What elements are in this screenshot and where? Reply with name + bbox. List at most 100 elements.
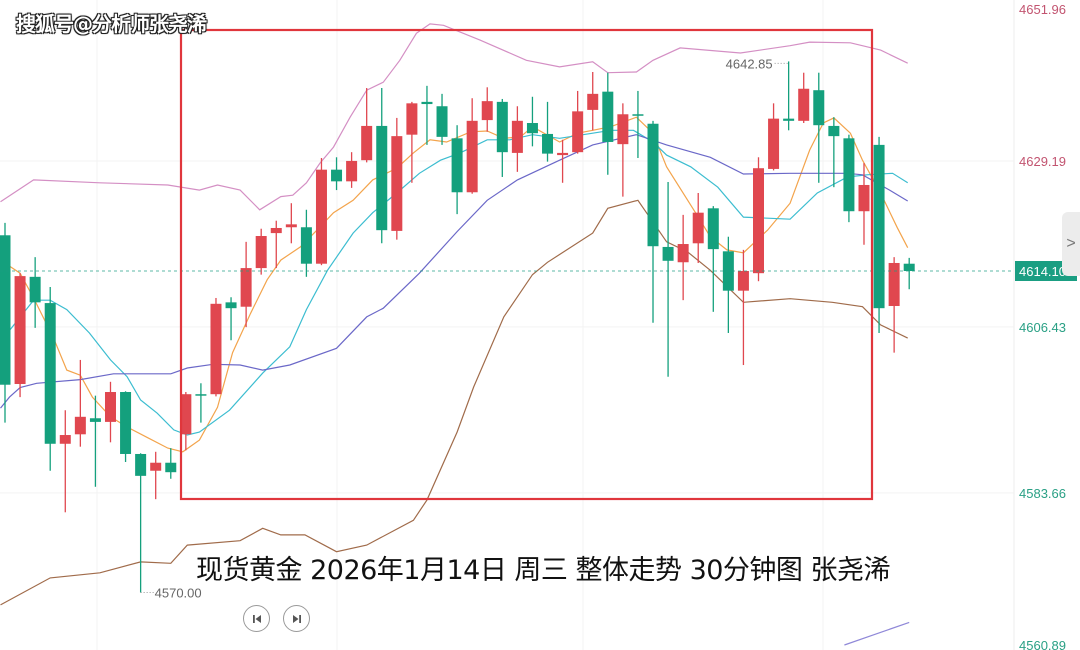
candle-body xyxy=(300,227,312,264)
candle-body xyxy=(120,392,132,454)
candle xyxy=(421,85,433,145)
candle-body xyxy=(376,125,388,231)
candle-body xyxy=(165,462,177,473)
candle-body xyxy=(104,392,116,422)
candle xyxy=(707,206,719,312)
candle-body xyxy=(150,462,162,471)
y-tick-label: 4651.96 xyxy=(1019,2,1066,17)
last-price-badge xyxy=(1015,261,1077,281)
candle-body xyxy=(587,93,599,110)
candle xyxy=(602,72,614,175)
y-tick-label: 4560.89 xyxy=(1019,638,1066,650)
candle xyxy=(692,192,704,263)
last-price-label: 4614.10 xyxy=(1019,264,1066,279)
candle-body xyxy=(29,276,41,303)
candle-body xyxy=(225,302,237,309)
candle xyxy=(180,392,192,451)
candle-body xyxy=(557,152,569,156)
skip-to-end-button[interactable] xyxy=(283,605,310,632)
indicator-line-ma-orange xyxy=(0,116,909,453)
indicator-line-ma-long xyxy=(844,621,910,646)
candle-body xyxy=(210,303,222,395)
candle-body xyxy=(768,118,780,169)
candle xyxy=(135,453,147,593)
candle-body xyxy=(798,88,810,121)
candle xyxy=(0,222,11,423)
candle xyxy=(376,88,388,244)
indicator-line-band-lower xyxy=(0,199,908,606)
candle-body xyxy=(135,453,147,476)
candle-body xyxy=(331,169,343,182)
candle xyxy=(632,90,644,159)
candle xyxy=(89,395,101,487)
candle-body xyxy=(451,138,463,193)
candle-body xyxy=(617,114,629,145)
candle xyxy=(451,125,463,215)
chart-caption: 现货黄金 2026年1月14日 周三 整体走势 30分钟图 张尧浠 xyxy=(196,555,891,586)
candle-body xyxy=(240,268,252,307)
candle xyxy=(783,61,795,131)
candle xyxy=(617,103,629,197)
candle-body xyxy=(346,160,358,182)
candle xyxy=(300,209,312,277)
candle xyxy=(210,297,222,397)
candle-body xyxy=(888,262,900,306)
candle xyxy=(225,297,237,341)
candle-body xyxy=(677,244,689,263)
candle xyxy=(828,117,840,188)
candle xyxy=(165,448,177,479)
candle-body xyxy=(707,208,719,250)
skip-to-start-icon xyxy=(252,614,261,623)
candle xyxy=(255,228,267,275)
highlight-box xyxy=(179,28,874,501)
candle-body xyxy=(692,212,704,244)
candle xyxy=(542,101,554,162)
candle xyxy=(436,93,448,145)
candle-body xyxy=(180,394,192,435)
candle xyxy=(14,273,26,398)
candle-body xyxy=(647,123,659,247)
candle-body xyxy=(421,101,433,105)
candle xyxy=(768,103,780,171)
candle xyxy=(572,90,584,154)
candle xyxy=(150,451,162,500)
watermark: 搜狐号@分析师张尧浠 xyxy=(16,12,207,36)
candle xyxy=(798,72,810,124)
candle-body xyxy=(843,138,855,212)
indicator-line-ma-cyan xyxy=(0,129,909,436)
candle xyxy=(587,71,599,131)
candle-body xyxy=(270,227,282,234)
candle xyxy=(315,158,327,266)
candle-body xyxy=(59,435,71,444)
candle-body xyxy=(391,136,403,231)
candle xyxy=(481,87,493,132)
candle xyxy=(361,88,373,163)
candle-body xyxy=(315,169,327,264)
candle xyxy=(346,152,358,188)
candle xyxy=(406,101,418,183)
candle xyxy=(104,381,116,443)
skip-to-start-button[interactable] xyxy=(243,605,270,632)
scroll-right-button[interactable]: > xyxy=(1062,212,1080,276)
high-annotation-label: 4642.85 xyxy=(726,56,773,71)
candle xyxy=(59,410,71,513)
candle xyxy=(391,117,403,240)
candle-body xyxy=(753,168,764,274)
candle xyxy=(240,241,252,328)
candle xyxy=(843,134,855,223)
candle xyxy=(466,98,478,194)
candle-body xyxy=(602,91,614,142)
candle-body xyxy=(436,106,448,137)
candle-body xyxy=(255,236,267,269)
y-tick-label: 4629.19 xyxy=(1019,154,1066,169)
candle-body xyxy=(511,120,523,153)
candle-body xyxy=(361,125,373,161)
candle-body xyxy=(572,111,584,153)
candle-body xyxy=(285,224,297,228)
candle-body xyxy=(496,101,508,153)
candle xyxy=(29,257,41,328)
candle xyxy=(270,220,282,269)
candle xyxy=(526,96,538,147)
candle xyxy=(858,163,870,245)
candle-body xyxy=(195,394,207,396)
